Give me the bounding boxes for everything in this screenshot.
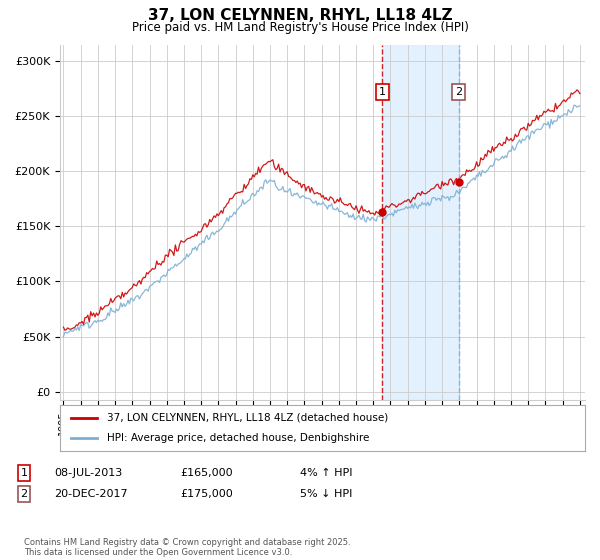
Text: HPI: Average price, detached house, Denbighshire: HPI: Average price, detached house, Denb… [107, 433, 370, 443]
Text: 4% ↑ HPI: 4% ↑ HPI [300, 468, 353, 478]
Text: £175,000: £175,000 [180, 489, 233, 499]
Text: 1: 1 [379, 87, 386, 97]
Text: £165,000: £165,000 [180, 468, 233, 478]
Text: 2: 2 [20, 489, 28, 499]
Bar [382, 45, 459, 400]
Text: 37, LON CELYNNEN, RHYL, LL18 4LZ: 37, LON CELYNNEN, RHYL, LL18 4LZ [148, 8, 452, 24]
Text: 20-DEC-2017: 20-DEC-2017 [54, 489, 128, 499]
Text: Price paid vs. HM Land Registry's House Price Index (HPI): Price paid vs. HM Land Registry's House … [131, 21, 469, 34]
Text: 5% ↓ HPI: 5% ↓ HPI [300, 489, 352, 499]
Text: 1: 1 [20, 468, 28, 478]
Text: 08-JUL-2013: 08-JUL-2013 [54, 468, 122, 478]
Text: 2: 2 [455, 87, 463, 97]
Text: Contains HM Land Registry data © Crown copyright and database right 2025.
This d: Contains HM Land Registry data © Crown c… [24, 538, 350, 557]
Text: 37, LON CELYNNEN, RHYL, LL18 4LZ (detached house): 37, LON CELYNNEN, RHYL, LL18 4LZ (detach… [107, 413, 389, 423]
